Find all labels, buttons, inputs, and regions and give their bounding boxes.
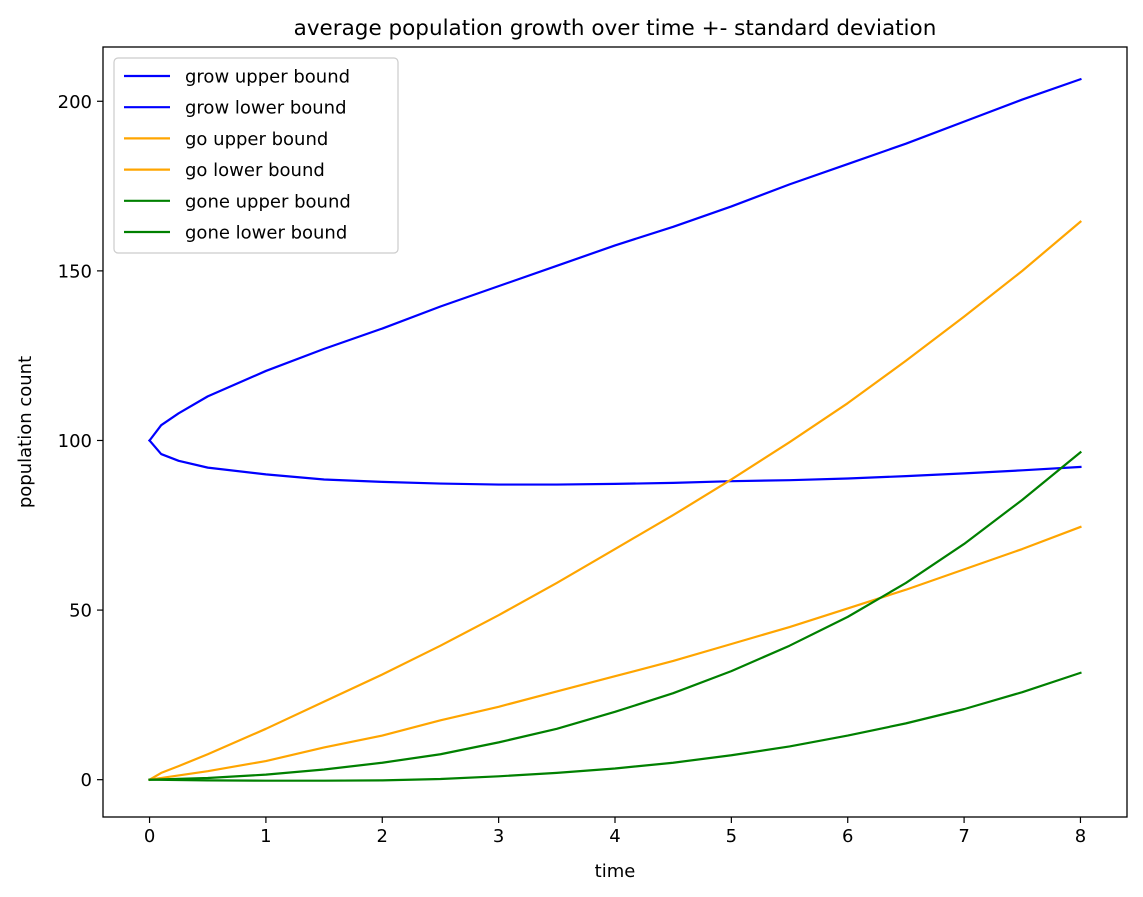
y-tick-label-1: 50 (69, 601, 92, 622)
x-axis-label: time (595, 861, 636, 882)
series-line-3 (148, 525, 1082, 781)
x-tick-label-6: 6 (842, 826, 853, 847)
chart-title: average population growth over time +- s… (294, 16, 937, 41)
plot-lines (147, 77, 1083, 782)
x-tick-label-7: 7 (958, 826, 969, 847)
x-tick-label-3: 3 (493, 826, 504, 847)
legend-label-0: grow upper bound (185, 67, 350, 88)
x-axis: 0 1 2 3 4 5 6 7 8 (144, 817, 1086, 847)
y-axis: 0 50 100 150 200 (58, 92, 103, 791)
x-tick-label-1: 1 (260, 826, 271, 847)
legend-frame (113, 57, 399, 254)
y-tick-label-3: 150 (58, 261, 92, 282)
x-tick-label-5: 5 (726, 826, 737, 847)
x-tick-label-2: 2 (377, 826, 388, 847)
y-tick-label-2: 100 (58, 431, 92, 452)
series-line-4 (148, 450, 1082, 781)
series-line-2 (148, 220, 1083, 782)
legend-label-5: gone lower bound (185, 223, 347, 244)
legend: grow upper bound grow lower bound go upper… (113, 57, 399, 254)
series-line-0 (148, 77, 1082, 443)
x-tick-label-8: 8 (1075, 826, 1086, 847)
y-tick-label-4: 200 (58, 92, 92, 113)
series-line-1 (147, 438, 1082, 486)
legend-label-1: grow lower bound (185, 98, 347, 119)
series-line-5 (148, 671, 1082, 782)
x-tick-label-4: 4 (609, 826, 620, 847)
y-axis-label: population count (15, 356, 36, 508)
x-tick-label-0: 0 (144, 826, 155, 847)
legend-label-4: gone upper bound (185, 191, 351, 212)
y-tick-label-0: 0 (81, 770, 92, 791)
legend-label-2: go upper bound (185, 129, 328, 150)
legend-label-3: go lower bound (185, 160, 325, 181)
